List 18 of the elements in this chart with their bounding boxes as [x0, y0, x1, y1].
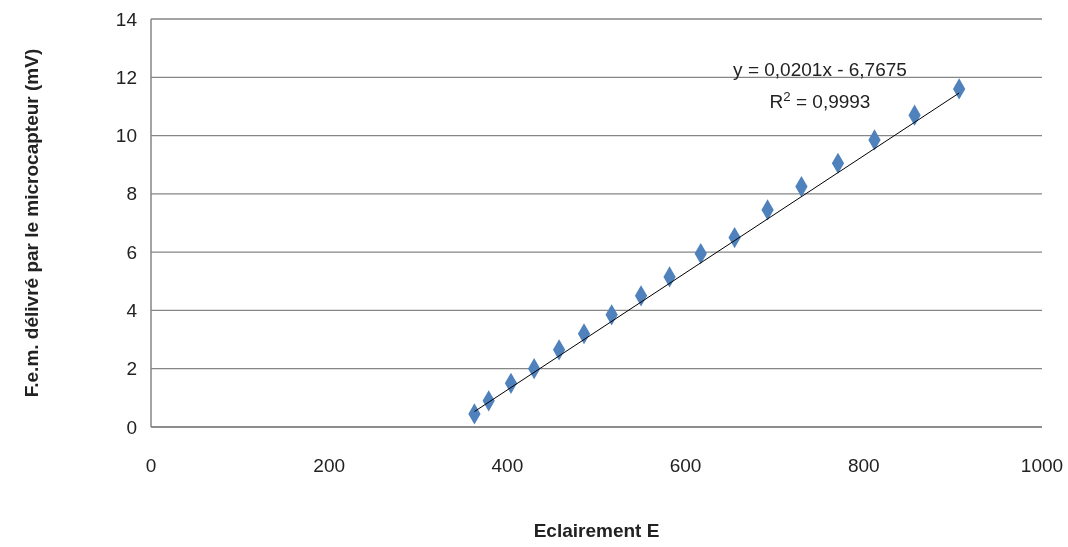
x-tick-label: 1000: [1020, 455, 1064, 476]
x-tick-label: 0: [145, 455, 157, 476]
x-tick-label: 400: [491, 455, 524, 476]
y-tick-label: 10: [115, 125, 137, 147]
x-axis-title: Eclairement E: [533, 520, 660, 541]
y-tick-label: 12: [115, 66, 137, 88]
y-tick-label: 8: [126, 183, 137, 205]
y-tick-label: 6: [126, 241, 137, 263]
annotation: y = 0,0201x - 6,7675: [733, 59, 907, 80]
x-tick-label: 800: [847, 455, 880, 476]
y-axis-title: F.e.m. délivré par le microcapteur (mV): [21, 48, 42, 398]
x-tick-label: 200: [313, 455, 346, 476]
y-tick-label: 2: [126, 358, 137, 380]
y-tick-label: 4: [126, 299, 138, 321]
x-tick-label: 600: [669, 455, 702, 476]
y-tick-label: 0: [126, 416, 137, 438]
y-tick-label: 14: [115, 8, 138, 30]
annotation: R$^{2}$ = 0,9993: [769, 88, 871, 112]
